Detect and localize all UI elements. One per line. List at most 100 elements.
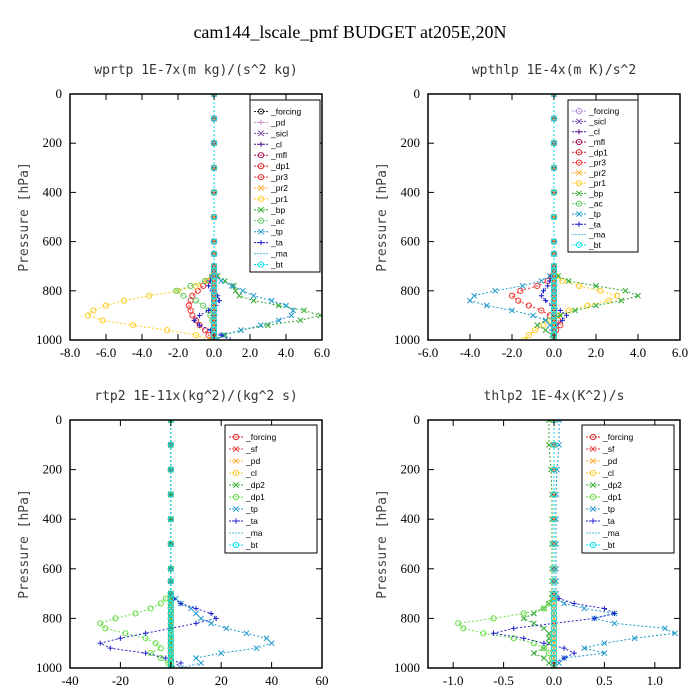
x-tick-label: 0.0 bbox=[546, 673, 562, 688]
series_bt bbox=[550, 420, 558, 668]
y-tick-label: 400 bbox=[43, 511, 63, 526]
data-point bbox=[173, 287, 180, 294]
data-point bbox=[180, 292, 187, 299]
data-point bbox=[187, 297, 194, 304]
legend-label: _bt bbox=[588, 240, 601, 250]
legend-label: _tp bbox=[270, 227, 283, 237]
legend-marker bbox=[258, 119, 264, 125]
data-point bbox=[97, 640, 103, 646]
series_bt bbox=[210, 94, 218, 340]
data-point bbox=[102, 302, 110, 309]
legend-marker bbox=[258, 228, 264, 235]
data-point bbox=[611, 620, 618, 627]
data-point bbox=[534, 322, 541, 329]
legend-entry: _bt bbox=[572, 240, 601, 250]
data-point bbox=[525, 331, 532, 339]
data-point bbox=[538, 307, 545, 314]
data-point bbox=[510, 635, 517, 642]
data-point bbox=[189, 292, 196, 299]
data-point bbox=[572, 307, 578, 314]
legend-marker bbox=[257, 152, 265, 159]
y-tick-label: 800 bbox=[401, 283, 421, 298]
x-tick-label: 0.0 bbox=[546, 345, 562, 360]
legend-marker bbox=[576, 169, 582, 176]
legend-marker bbox=[233, 446, 239, 452]
y-axis-label: Pressure [hPa] bbox=[375, 489, 390, 599]
x-tick-label: -4.0 bbox=[132, 345, 153, 360]
legend-entry: _dp1 bbox=[229, 492, 265, 502]
data-point bbox=[218, 278, 225, 284]
data-point bbox=[550, 213, 558, 221]
data-point bbox=[561, 655, 567, 661]
y-tick-label: 800 bbox=[401, 610, 421, 625]
data-point bbox=[189, 312, 196, 319]
legend-label: _sicl bbox=[588, 116, 606, 126]
legend-label: _pd bbox=[270, 117, 285, 127]
data-point bbox=[143, 650, 149, 656]
data-point bbox=[601, 650, 608, 657]
data-point bbox=[550, 250, 558, 257]
legend-marker bbox=[576, 129, 582, 135]
data-point bbox=[490, 630, 497, 636]
data-point bbox=[550, 578, 558, 585]
legend-entry: _sicl bbox=[572, 116, 606, 126]
y-tick-label: 200 bbox=[401, 135, 421, 150]
legend-label: _ma bbox=[588, 230, 606, 240]
legend-entry: _cl bbox=[572, 127, 600, 137]
y-tick-label: 600 bbox=[401, 561, 421, 576]
x-tick-label: -1.0 bbox=[443, 673, 464, 688]
legend: _forcing_pd_sicl_cl_mfl_dp1_pr3_pr2_pr1_… bbox=[249, 99, 321, 273]
data-point bbox=[218, 650, 225, 657]
data-point bbox=[232, 287, 239, 294]
y-tick-label: 1000 bbox=[394, 332, 420, 347]
legend-entry: _ta bbox=[229, 516, 258, 526]
legend-entry: _bt bbox=[586, 540, 615, 550]
data-point bbox=[550, 238, 558, 245]
y-tick-label: 0 bbox=[56, 86, 63, 101]
x-tick-label: 6.0 bbox=[314, 345, 330, 360]
data-point bbox=[193, 610, 199, 617]
data-point bbox=[193, 655, 199, 662]
x-tick-label: -0.5 bbox=[493, 673, 514, 688]
data-point bbox=[201, 277, 209, 285]
data-point bbox=[99, 317, 106, 324]
legend-entry: _pr1 bbox=[572, 178, 606, 188]
data-point bbox=[200, 282, 207, 289]
y-tick-label: 600 bbox=[401, 234, 421, 249]
y-tick-label: 200 bbox=[43, 462, 63, 477]
panel-title: wprtp 1E-7x(m kg)/(s^2 kg) bbox=[94, 63, 298, 78]
data-point bbox=[143, 630, 149, 636]
data-point bbox=[164, 327, 171, 334]
data-point bbox=[538, 293, 544, 299]
x-tick-label: -6.0 bbox=[418, 345, 439, 360]
data-point bbox=[525, 302, 532, 309]
legend-box bbox=[249, 99, 321, 273]
legend-entry: _pr2 bbox=[572, 168, 606, 178]
data-point bbox=[167, 491, 174, 498]
data-point bbox=[177, 665, 184, 668]
x-tick-label: -2.0 bbox=[168, 345, 189, 360]
legend-entry: _ma bbox=[572, 230, 606, 240]
data-point bbox=[288, 312, 295, 319]
legend-entry: _cl bbox=[586, 468, 614, 478]
legend-box bbox=[567, 99, 639, 253]
data-point bbox=[542, 327, 549, 334]
legend-entry: _forcing bbox=[254, 106, 302, 116]
legend-entry: _mfl bbox=[572, 137, 605, 147]
y-tick-label: 200 bbox=[43, 135, 63, 150]
data-point bbox=[193, 620, 199, 626]
legend-entry: _tp bbox=[572, 209, 601, 219]
data-point bbox=[561, 600, 568, 607]
data-point bbox=[521, 635, 527, 641]
y-tick-label: 400 bbox=[401, 184, 421, 199]
data-point bbox=[546, 640, 552, 647]
data-point bbox=[197, 322, 203, 328]
data-point bbox=[187, 282, 194, 289]
plot-frame bbox=[69, 419, 323, 669]
data-point bbox=[556, 660, 562, 666]
data-point bbox=[178, 600, 184, 607]
legend-box bbox=[581, 424, 675, 554]
data-point bbox=[243, 630, 250, 637]
data-point bbox=[538, 278, 545, 284]
data-point bbox=[208, 610, 214, 617]
